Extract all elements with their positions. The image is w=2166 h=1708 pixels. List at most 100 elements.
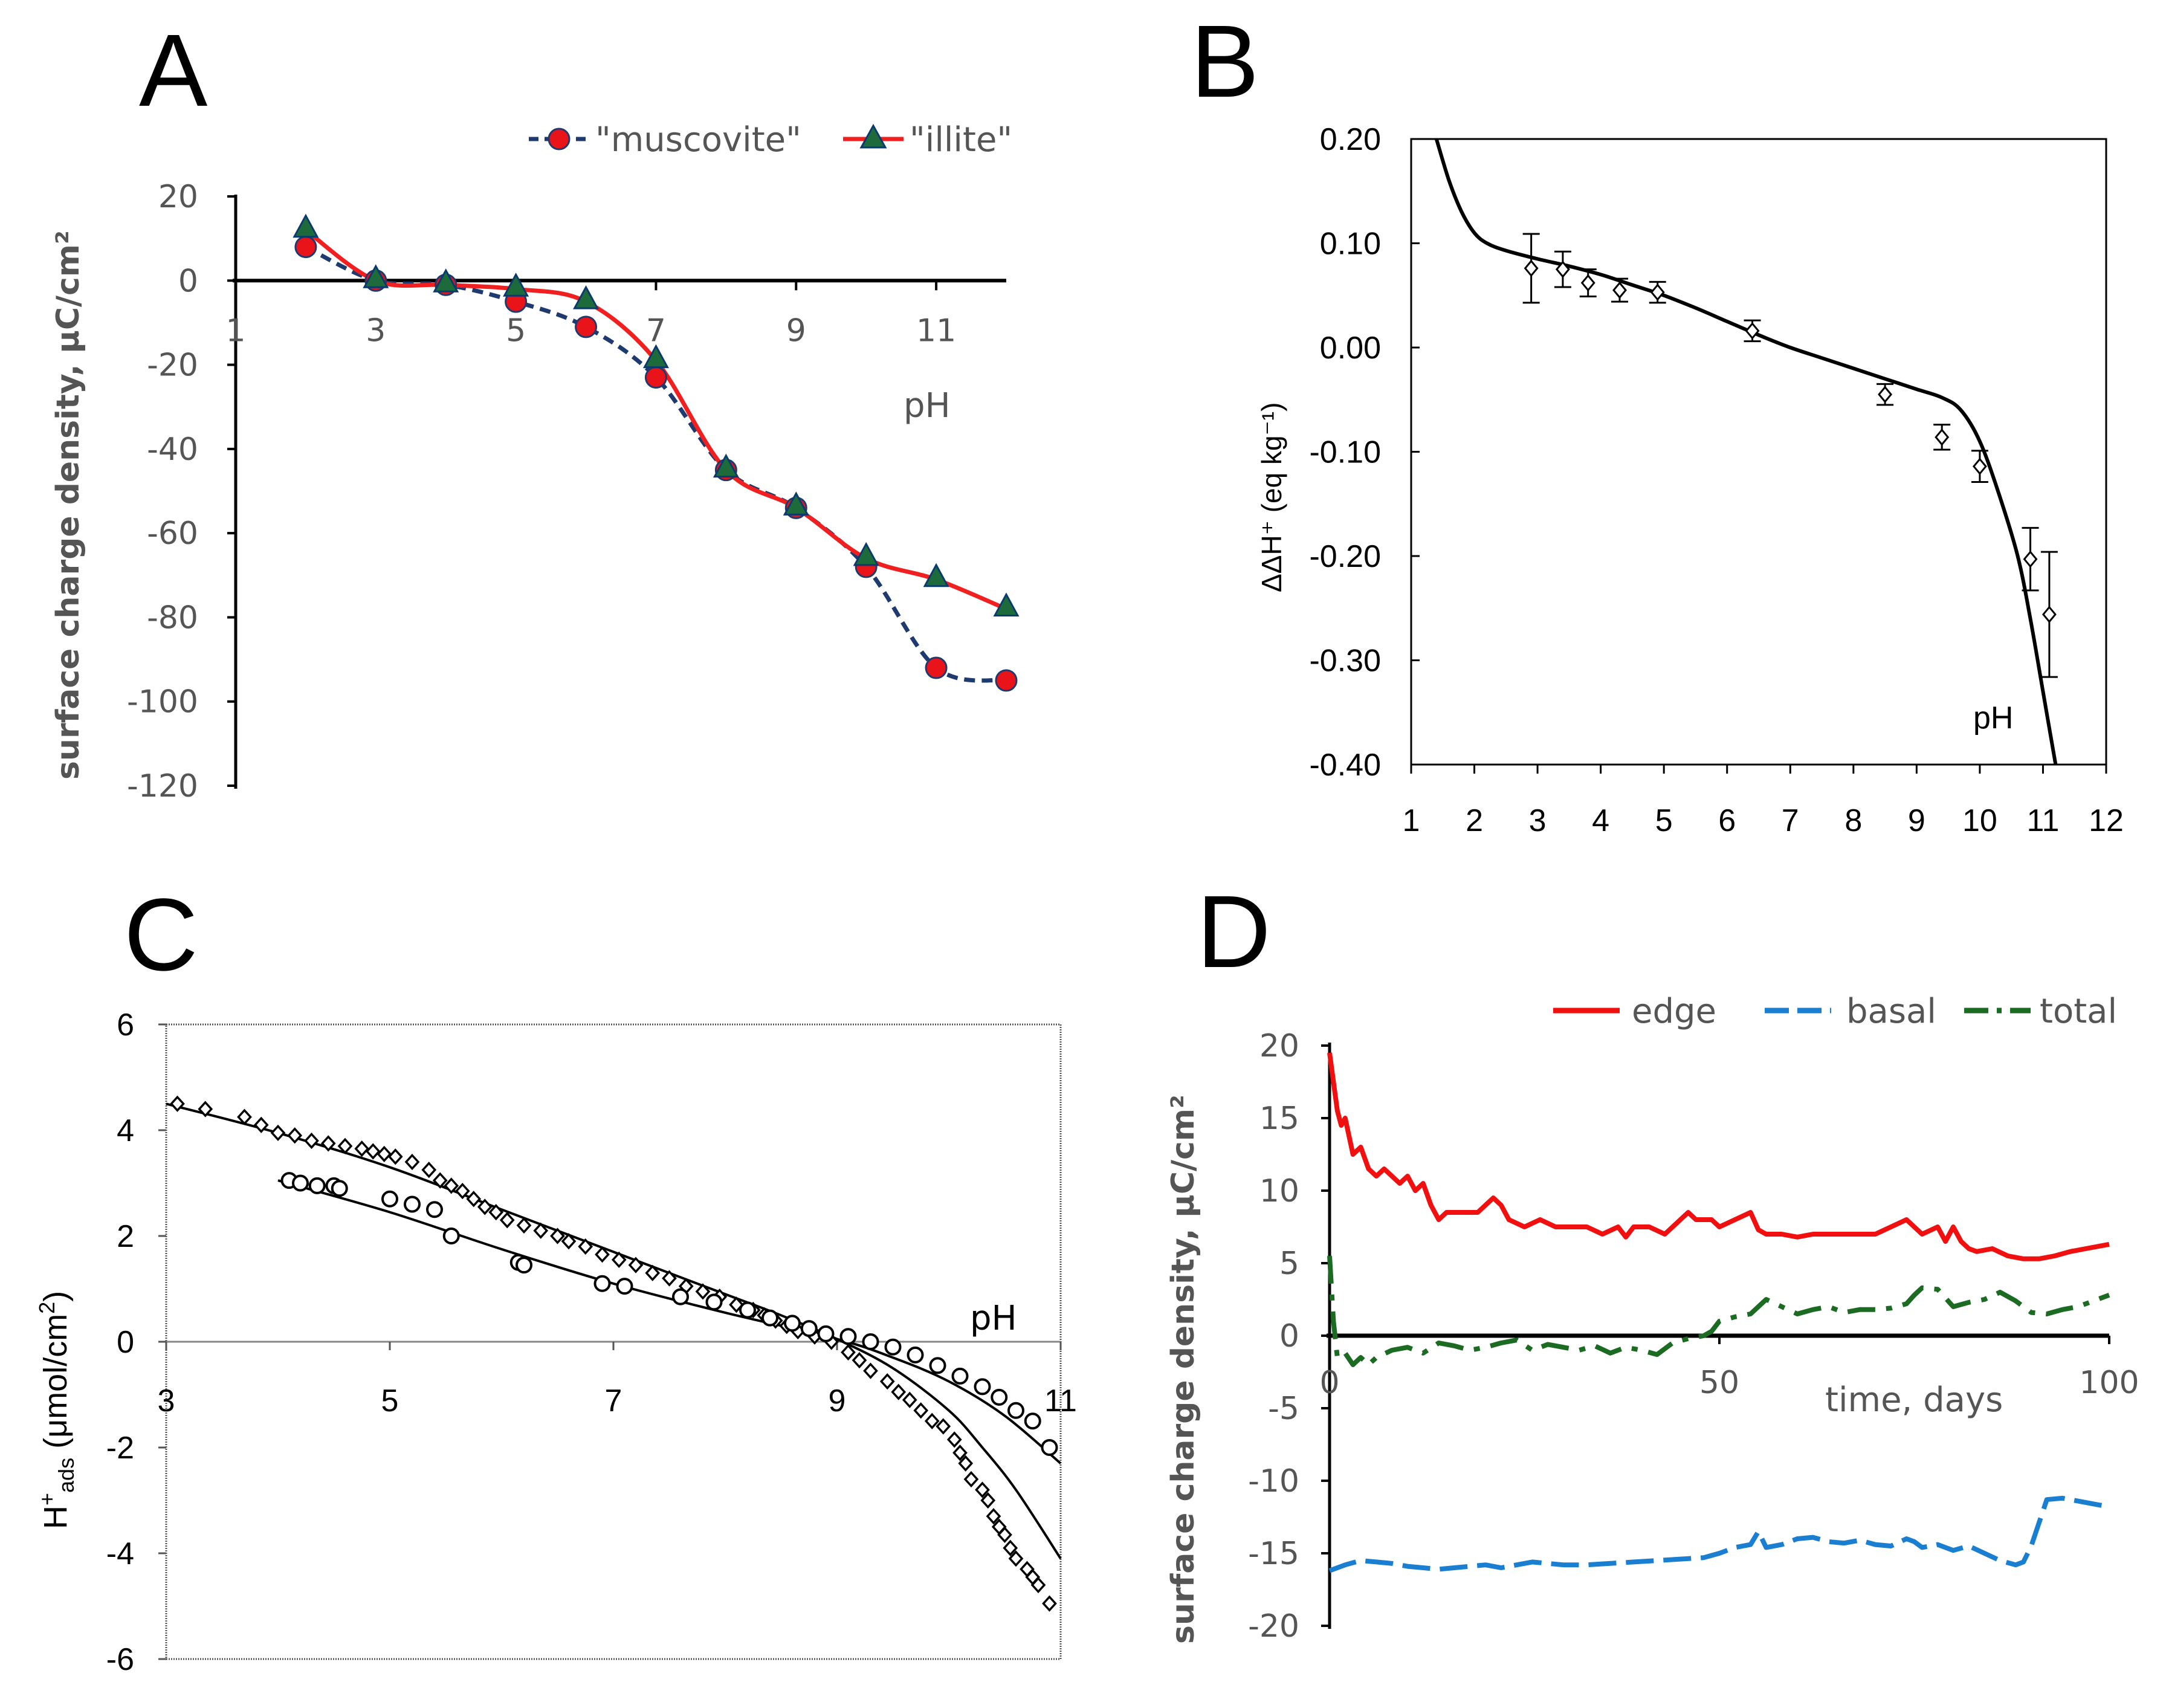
chart-d-ylabel: surface charge density, μC/cm²	[1165, 1095, 1201, 1644]
chart-c-point-diamond	[454, 1183, 470, 1200]
chart-c-point-circle	[292, 1174, 309, 1192]
legend-illite-marker	[859, 123, 887, 149]
chart-a-ytick-label: -80	[147, 600, 198, 636]
chart-c-ylabel: H+ads (μmol/cm2)	[34, 1291, 79, 1529]
chart-b-xtick-label: 11	[2026, 803, 2059, 838]
chart-d-ytick-label: -20	[1248, 1608, 1299, 1645]
chart-c-ytick-label: 2	[117, 1219, 134, 1254]
chart-c-point-diamond	[516, 1217, 532, 1234]
chart-c-point-circle	[1007, 1402, 1024, 1419]
panel-letter-d: D	[1197, 875, 1271, 989]
chart-c-point-circle	[929, 1357, 946, 1374]
chart-c-point-diamond	[365, 1143, 381, 1160]
panel-letter-b: B	[1191, 4, 1259, 119]
chart-c-xtick-label: 11	[1044, 1383, 1077, 1418]
chart-c-point-diamond	[270, 1124, 286, 1141]
point-illite	[923, 563, 949, 587]
chart-c-point-diamond	[550, 1228, 565, 1244]
chart-c-point-diamond	[578, 1238, 593, 1255]
chart-d-ytick-label: -5	[1268, 1391, 1299, 1427]
chart-a: 20 0 -20 -40 -60 -80 -100 -120 1 3 5 7 9 11 "muscovit…	[50, 120, 1020, 804]
chart-d-xtick-label: 0	[1319, 1365, 1339, 1401]
chart-c-point-circle	[426, 1201, 443, 1218]
chart-c-point-diamond	[891, 1383, 907, 1400]
chart-d-xtick-label: 100	[2079, 1365, 2139, 1401]
chart-c-point-circle	[616, 1278, 633, 1295]
chart-c-point-diamond	[1030, 1576, 1046, 1594]
chart-c-point-diamond	[387, 1148, 403, 1165]
chart-b-xtick-label: 8	[1844, 803, 1862, 838]
chart-c-point-diamond	[533, 1222, 549, 1239]
legend-muscovite-marker	[548, 128, 571, 150]
chart-c-point-diamond	[695, 1283, 711, 1300]
chart-c-point-diamond	[863, 1362, 878, 1379]
chart-c-xtick-label: 5	[381, 1383, 399, 1418]
chart-b-xlabel: pH	[1973, 700, 2013, 736]
chart-c-point-diamond	[986, 1508, 1001, 1525]
chart-c-point-circle	[331, 1180, 348, 1197]
chart-d-ytick-label: 0	[1279, 1318, 1299, 1354]
chart-c-point-diamond	[1008, 1550, 1024, 1567]
chart-c-point-diamond	[444, 1177, 459, 1194]
chart-c-point-diamond	[852, 1352, 867, 1369]
chart-b-point	[2023, 550, 2038, 568]
chart-c-fit-line-1	[166, 1102, 1062, 1559]
chart-b-point	[1612, 281, 1627, 299]
chart-b-ytick-label: -0.40	[1309, 748, 1381, 783]
chart-a-legend: "muscovite" "illite"	[529, 120, 1012, 160]
chart-c-point-diamond	[499, 1212, 515, 1229]
chart-a-ytick-label: -40	[147, 432, 198, 468]
chart-d-ytick-label: -15	[1248, 1536, 1299, 1572]
point-illite	[993, 592, 1020, 616]
chart-c-point-circle	[800, 1320, 818, 1338]
chart-c-ytick-label: -2	[106, 1431, 134, 1466]
chart-b-xtick-label: 6	[1718, 803, 1736, 838]
chart-c-point-circle	[907, 1346, 924, 1363]
chart-b-xtick-label: 1	[1403, 803, 1420, 838]
chart-c-point-circle	[951, 1367, 969, 1385]
chart-c-point-diamond	[1042, 1595, 1057, 1612]
chart-c-point-diamond	[841, 1344, 856, 1361]
chart-c-point-diamond	[958, 1455, 974, 1472]
chart-c-point-diamond	[924, 1412, 940, 1429]
chart-c-point-circle	[839, 1328, 857, 1345]
point-illite	[642, 344, 669, 369]
point-illite	[783, 491, 809, 516]
chart-a-xtick-label: 5	[506, 312, 526, 349]
panel-letter-c: C	[124, 878, 198, 992]
chart-c-point-diamond	[337, 1137, 353, 1154]
chart-c-point-diamond	[946, 1431, 962, 1448]
chart-c-point-diamond	[477, 1199, 493, 1215]
chart-c-point-circle	[705, 1293, 723, 1311]
chart-b-frame	[1410, 138, 2107, 766]
chart-d-ytick-label: 10	[1259, 1173, 1299, 1209]
chart-c-point-diamond	[253, 1116, 269, 1133]
chart-d-ytick-label: 15	[1259, 1101, 1299, 1137]
chart-a-xtick-label: 7	[646, 312, 666, 349]
chart-c-point-circle	[974, 1378, 991, 1396]
chart-b-point	[1650, 283, 1665, 301]
chart-c-point-diamond	[287, 1127, 303, 1144]
chart-c-point-circle	[739, 1301, 756, 1319]
chart-b-xtick-label: 9	[1908, 803, 1925, 838]
point-illite	[573, 285, 600, 309]
chart-c-point-circle	[516, 1257, 532, 1274]
point-muscovite	[294, 236, 317, 259]
chart-c-point-circle	[404, 1195, 421, 1213]
chart-b-ytick-label: 0.00	[1320, 331, 1381, 366]
chart-c-point-circle	[862, 1333, 879, 1350]
chart-c-xtick-label: 3	[158, 1383, 175, 1418]
series-basal-line	[1328, 1495, 2110, 1573]
chart-b-xtick-label: 3	[1529, 803, 1547, 838]
chart-a-xtick-label: 3	[366, 312, 386, 349]
chart-b-point	[1972, 458, 1987, 475]
series-total-line	[1327, 1255, 2110, 1367]
chart-a-xtick-label: 1	[225, 312, 245, 349]
chart-c-point-circle	[991, 1388, 1008, 1406]
chart-c-point-circle	[1041, 1439, 1058, 1456]
legend-total-label: total	[2040, 992, 2117, 1031]
chart-b-point	[1878, 386, 1893, 403]
point-illite	[503, 273, 529, 297]
chart-b-point	[1580, 274, 1595, 292]
